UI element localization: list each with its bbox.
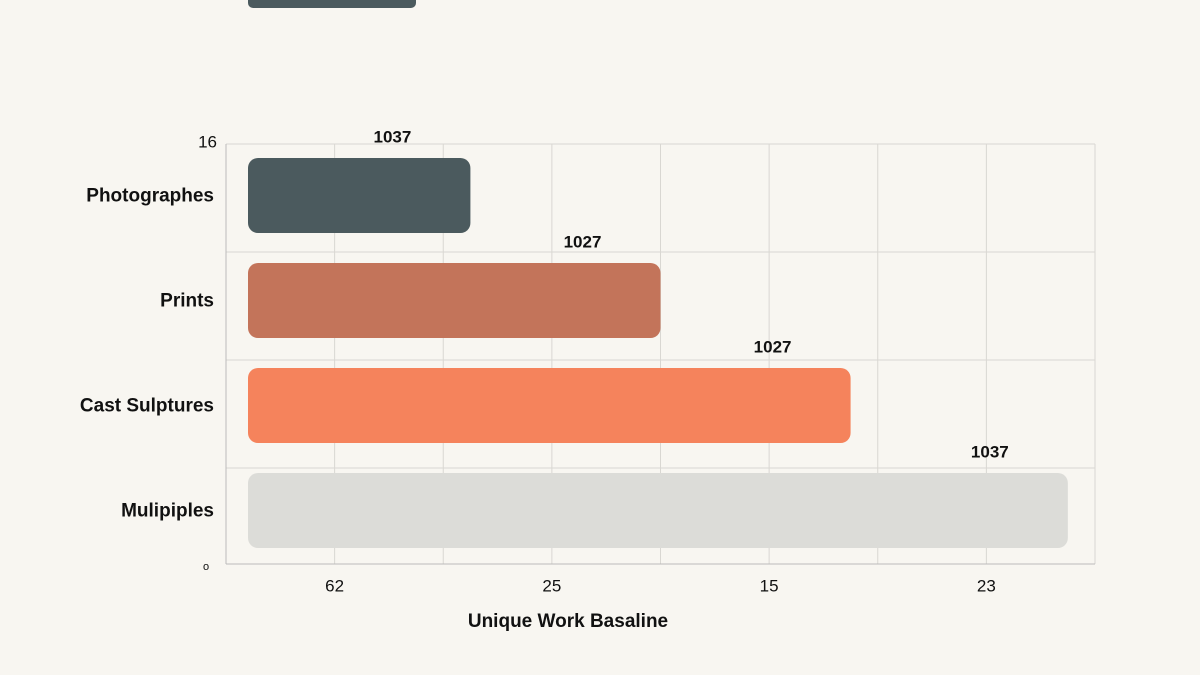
x-tick-label: 62	[325, 576, 344, 595]
x-tick-label: 25	[542, 576, 561, 595]
y-tick-label: Photographes	[86, 186, 214, 207]
annotation: 1037	[373, 127, 411, 146]
annotation: 1037	[971, 442, 1009, 461]
cropped-bar	[248, 0, 416, 8]
y-tick-label: Mulipiples	[121, 501, 214, 522]
bar	[248, 158, 471, 233]
bar	[248, 263, 661, 338]
annotation: 1027	[754, 337, 792, 356]
x-axis-title: Unique Work Basaline	[468, 611, 668, 632]
y-axis-top-label: 16	[198, 132, 217, 151]
y-tick-label: Prints	[160, 291, 214, 312]
row-lines	[226, 143, 1095, 469]
bar	[248, 368, 851, 443]
y-tick-label: Cast Sulptures	[80, 396, 214, 417]
x-tick-label: 23	[977, 576, 996, 595]
x-tick-label: 15	[760, 576, 779, 595]
y-axis-bottom-label: o	[203, 561, 209, 573]
annotation: 1027	[564, 232, 602, 251]
bar	[248, 473, 1068, 548]
